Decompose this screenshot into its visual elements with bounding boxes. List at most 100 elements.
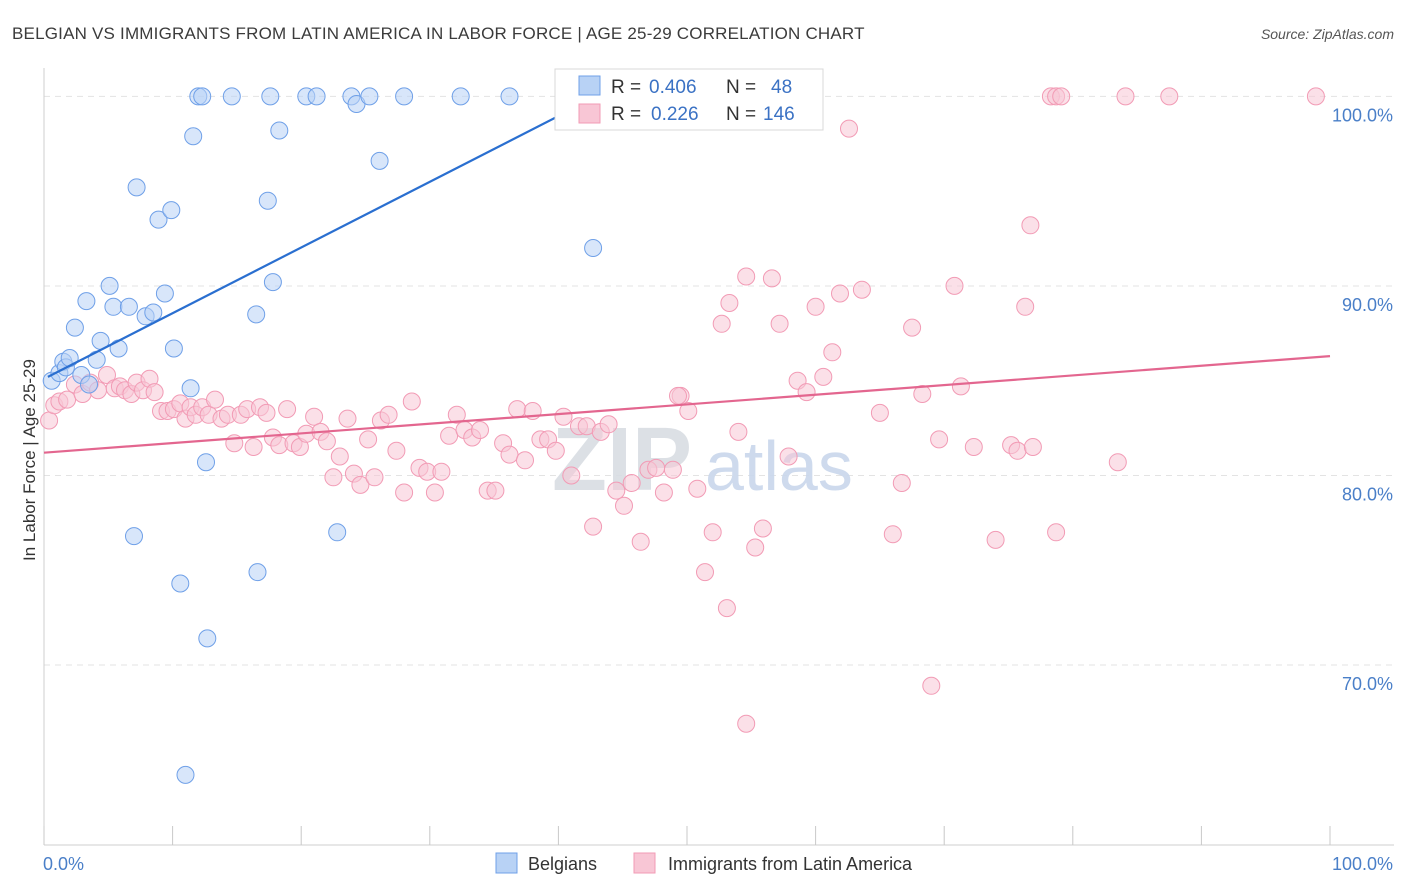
data-point-latin-america-45 <box>330 447 349 466</box>
data-point-latin-america-66 <box>486 481 505 500</box>
data-point-latin-america-81 <box>599 415 618 434</box>
data-point-latin-america-52 <box>379 405 398 424</box>
stats-swatch-belgians <box>578 75 601 96</box>
x-tick-label-max: 100.0% <box>1332 854 1393 874</box>
data-point-latin-america-125 <box>1016 297 1035 316</box>
data-point-latin-america-83 <box>615 496 633 515</box>
data-point-belgians-22 <box>181 379 200 398</box>
data-point-latin-america-117 <box>922 676 941 695</box>
data-point-belgians-40 <box>451 87 470 106</box>
data-point-belgians-5 <box>65 318 84 337</box>
data-point-belgians-37 <box>360 87 379 106</box>
data-point-belgians-8 <box>80 375 98 394</box>
data-point-latin-america-53 <box>387 441 406 460</box>
data-point-latin-america-119 <box>945 276 964 295</box>
data-point-belgians-23 <box>184 127 203 146</box>
data-point-belgians-17 <box>144 303 163 322</box>
data-point-latin-america-114 <box>892 474 911 492</box>
data-point-belgians-26 <box>197 453 215 472</box>
data-point-belgians-20 <box>162 201 181 220</box>
data-point-latin-america-74 <box>546 441 565 460</box>
data-point-belgians-44 <box>171 574 190 593</box>
data-point-latin-america-120 <box>951 377 970 396</box>
data-point-latin-america-93 <box>696 563 714 582</box>
y-tick-label-3: 70.0% <box>1342 674 1393 694</box>
data-point-latin-america-61 <box>447 405 466 424</box>
data-point-belgians-31 <box>270 121 289 140</box>
data-point-latin-america-0 <box>40 411 59 430</box>
data-point-latin-america-68 <box>500 445 519 464</box>
data-point-belgians-30 <box>263 273 282 292</box>
data-point-latin-america-112 <box>870 403 889 422</box>
data-point-latin-america-70 <box>516 451 534 470</box>
data-point-belgians-13 <box>109 339 128 358</box>
data-point-latin-america-91 <box>679 402 698 420</box>
series-belgians-points <box>42 87 603 784</box>
data-point-belgians-41 <box>500 87 519 106</box>
stats-r-value-latin-america: 0.226 <box>651 104 699 125</box>
data-point-latin-america-88 <box>654 483 673 502</box>
data-point-belgians-32 <box>261 87 280 106</box>
data-point-belgians-29 <box>258 191 277 210</box>
x-tick-label-min: 0.0% <box>43 854 84 874</box>
data-point-latin-america-44 <box>324 468 343 487</box>
data-point-belgians-25 <box>193 87 212 106</box>
watermark-atlas: atlas <box>705 427 853 505</box>
data-point-latin-america-3 <box>58 390 77 409</box>
data-point-latin-america-41 <box>305 407 324 426</box>
stats-n-label-latin-america: N = <box>726 104 756 125</box>
legend-swatch-belgians[interactable] <box>495 852 518 874</box>
data-point-belgians-7 <box>77 292 96 311</box>
data-point-latin-america-97 <box>729 422 748 441</box>
data-point-latin-america-110 <box>840 119 858 138</box>
data-point-latin-america-99 <box>746 538 765 557</box>
data-point-belgians-14 <box>119 297 138 316</box>
data-point-latin-america-58 <box>425 483 444 502</box>
data-point-latin-america-131 <box>1047 523 1066 542</box>
data-point-latin-america-87 <box>647 458 666 477</box>
trend-lines <box>43 95 1331 454</box>
data-point-belgians-27 <box>222 87 241 106</box>
data-point-latin-america-43 <box>317 432 336 451</box>
data-point-latin-america-95 <box>712 314 731 333</box>
legend-label-belgians[interactable]: Belgians <box>528 854 597 874</box>
data-point-latin-america-89 <box>663 460 682 479</box>
data-point-latin-america-134 <box>1160 87 1179 106</box>
data-point-belgians-43 <box>125 527 143 546</box>
data-point-belgians-38 <box>370 151 389 170</box>
data-point-latin-america-98 <box>737 267 756 286</box>
data-point-latin-america-116 <box>913 385 932 403</box>
stats-r-label-belgians: R = <box>611 77 641 98</box>
data-point-latin-america-124 <box>1008 441 1027 460</box>
data-point-latin-america-106 <box>806 297 825 316</box>
legend-label-latin-america[interactable]: Immigrants from Latin America <box>668 854 913 874</box>
data-point-latin-america-26 <box>206 390 224 409</box>
stats-swatch-latin-america <box>578 103 601 124</box>
chart-source: Source: ZipAtlas.com <box>1261 26 1394 42</box>
data-point-latin-america-48 <box>351 475 370 494</box>
data-point-latin-america-54 <box>395 483 414 502</box>
legend-swatch-latin-america[interactable] <box>633 852 656 874</box>
data-point-latin-america-82 <box>607 481 626 500</box>
data-point-belgians-18 <box>149 210 168 229</box>
data-point-latin-america-103 <box>779 447 798 466</box>
stats-n-value-latin-america: 146 <box>763 104 795 125</box>
data-point-latin-america-100 <box>753 519 772 538</box>
data-point-latin-america-94 <box>703 523 722 542</box>
data-point-latin-america-136 <box>737 714 756 733</box>
data-point-latin-america-92 <box>688 479 707 498</box>
data-point-belgians-46 <box>328 523 347 542</box>
data-point-latin-america-127 <box>1021 216 1040 235</box>
data-point-belgians-42 <box>584 239 603 257</box>
x-axis-ticks <box>43 826 1331 845</box>
bottom-legend: Belgians Immigrants from Latin America <box>495 852 913 874</box>
data-point-latin-america-50 <box>365 468 384 487</box>
data-point-latin-america-122 <box>986 530 1005 549</box>
data-point-latin-america-32 <box>244 438 263 456</box>
data-point-latin-america-109 <box>831 284 849 303</box>
data-point-latin-america-115 <box>903 318 922 337</box>
y-axis-tick-labels: 100.0% 90.0% 80.0% 70.0% <box>1332 105 1393 694</box>
data-point-latin-america-111 <box>852 280 871 299</box>
data-point-belgians-45 <box>248 563 267 582</box>
